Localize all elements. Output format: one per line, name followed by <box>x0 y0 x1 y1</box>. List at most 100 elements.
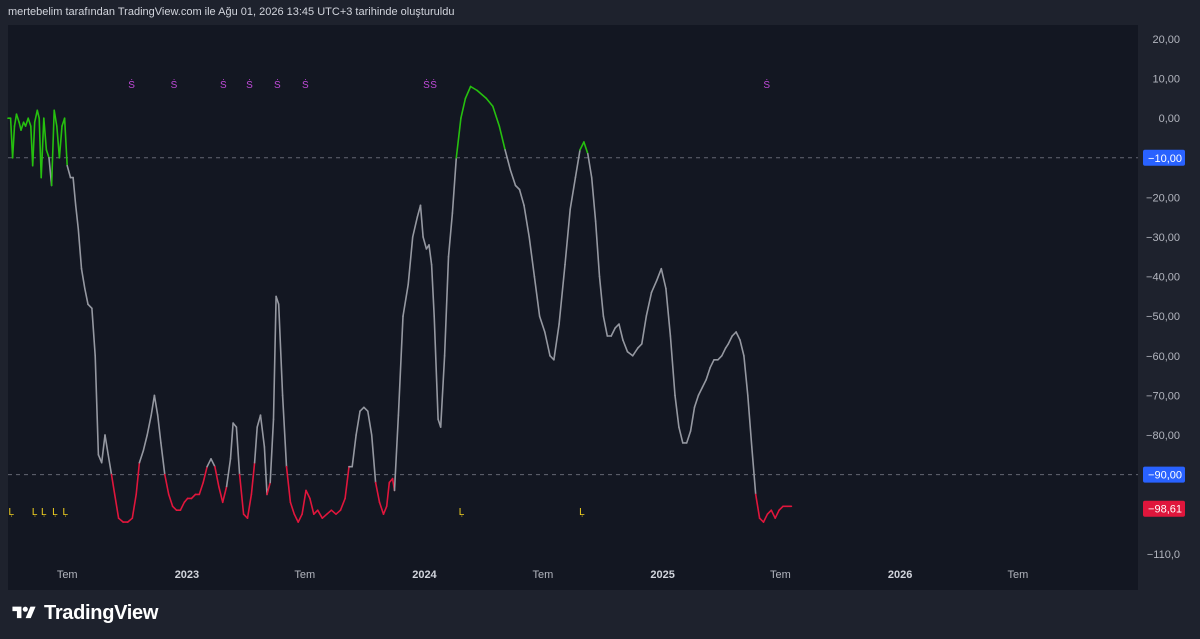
series-segment <box>743 354 749 397</box>
series-segment <box>135 461 141 496</box>
series-segment <box>674 394 680 428</box>
series-segment <box>131 493 137 520</box>
series-segment <box>363 406 369 413</box>
series-segment <box>214 465 220 488</box>
y-tick-label: −50,00 <box>1146 311 1180 323</box>
x-tick-label: Tem <box>770 569 791 581</box>
series-segment <box>428 244 433 266</box>
chart-header-caption: mertebelim tarafından TradingView.com il… <box>8 6 455 18</box>
x-tick-label: Tem <box>294 569 315 581</box>
series-segment <box>579 141 585 151</box>
series-segment <box>422 236 428 250</box>
x-tick-label: 2026 <box>888 569 912 581</box>
series-segment <box>637 343 643 349</box>
series-segment <box>640 315 648 345</box>
series-segment <box>618 323 624 341</box>
series-segment <box>335 509 342 516</box>
series-segment <box>24 117 30 127</box>
series-segment <box>720 347 727 357</box>
short-signal-marker: Ṡ <box>763 78 770 91</box>
series-segment <box>518 188 525 207</box>
series-segment <box>66 164 72 179</box>
series-segment <box>411 216 419 238</box>
y-tick-label: −110,0 <box>1147 549 1180 561</box>
series-segment <box>439 354 446 428</box>
series-segment <box>77 228 83 270</box>
y-tick-label: −70,00 <box>1146 390 1180 402</box>
series-segment <box>285 465 292 504</box>
series-segment <box>564 208 572 266</box>
series-segment <box>689 406 696 432</box>
series-segment <box>221 485 228 504</box>
level-badge: −10,00 <box>1148 153 1182 165</box>
series-segment <box>355 410 361 436</box>
series-segment <box>238 473 245 516</box>
last-value-badge: −98,61 <box>1148 504 1182 516</box>
series-segment <box>55 125 61 159</box>
series-segment <box>433 315 439 421</box>
series-segment <box>36 109 41 119</box>
x-tick-label: Tem <box>532 569 553 581</box>
series-segment <box>586 153 593 179</box>
series-segment <box>366 410 373 436</box>
series-segment <box>275 295 280 306</box>
long-signal-marker: Ḷ <box>459 507 465 518</box>
series-segment <box>246 493 253 520</box>
series-segment <box>443 255 450 357</box>
tradingview-brand[interactable]: TradingView <box>10 600 158 626</box>
axis-layer: 20,00 10,00 0,00 −20,00 −30,00 −40,00 −50,00 −6… <box>57 34 1185 581</box>
series-segment <box>272 295 277 421</box>
series-segment <box>590 176 597 222</box>
series-segment <box>469 85 479 92</box>
series-segment <box>281 394 288 468</box>
series-segment <box>655 267 663 282</box>
series-segment <box>305 489 311 500</box>
brand-name: TradingView <box>44 601 159 624</box>
short-signal-marker: Ṡ <box>246 78 253 91</box>
series-segment <box>289 501 296 516</box>
series-segment <box>774 509 780 520</box>
y-tick-label: −60,00 <box>1146 351 1180 363</box>
y-tick-label: 0,00 <box>1159 113 1180 125</box>
level-badge: −90,00 <box>1148 470 1182 482</box>
series-segment <box>385 481 391 508</box>
series-segment <box>250 461 256 496</box>
series-segment <box>42 117 48 151</box>
long-signal-marker: Ḷ <box>32 507 38 518</box>
series-segment <box>727 335 734 345</box>
series-segment <box>316 509 324 520</box>
series-segment <box>321 513 328 520</box>
series-segment <box>263 446 268 496</box>
series-segment <box>583 141 589 155</box>
series-segment <box>485 97 494 108</box>
series-segment <box>339 497 346 512</box>
long-signal-marker: Ḷ <box>52 507 58 518</box>
series-segment <box>330 509 337 516</box>
series-segment <box>40 117 45 179</box>
series-segment <box>378 501 385 516</box>
series-segment <box>739 339 745 357</box>
series-segment <box>266 481 272 496</box>
series-segment <box>150 394 156 417</box>
series-segment <box>758 517 765 523</box>
series-segment <box>160 442 166 476</box>
series-segment <box>447 212 454 258</box>
series-segment <box>94 354 100 456</box>
short-signal-marker: Ṡ <box>274 78 281 91</box>
series-segment <box>717 354 723 361</box>
series-segment <box>110 473 116 496</box>
series-segment <box>514 184 521 191</box>
y-tick-label: 10,00 <box>1152 74 1180 86</box>
series-segment <box>309 497 315 516</box>
series-segment <box>156 414 162 444</box>
chart-svg[interactable]: Ṡ Ṡ Ṡ Ṡ Ṡ Ṡ Ṡ Ṡ ṠḶ Ḷ Ḷ Ḷ Ḷ Ḷ Ḷ 20,0010,000,00−20,00−30… <box>0 0 1200 592</box>
series-segment <box>113 493 120 520</box>
series-segment <box>665 287 672 337</box>
series-segment <box>370 434 377 484</box>
series-segment <box>20 121 25 131</box>
series-segment <box>631 347 639 357</box>
series-segment <box>269 418 275 484</box>
series-segment <box>678 426 684 444</box>
series-segment <box>598 275 605 318</box>
